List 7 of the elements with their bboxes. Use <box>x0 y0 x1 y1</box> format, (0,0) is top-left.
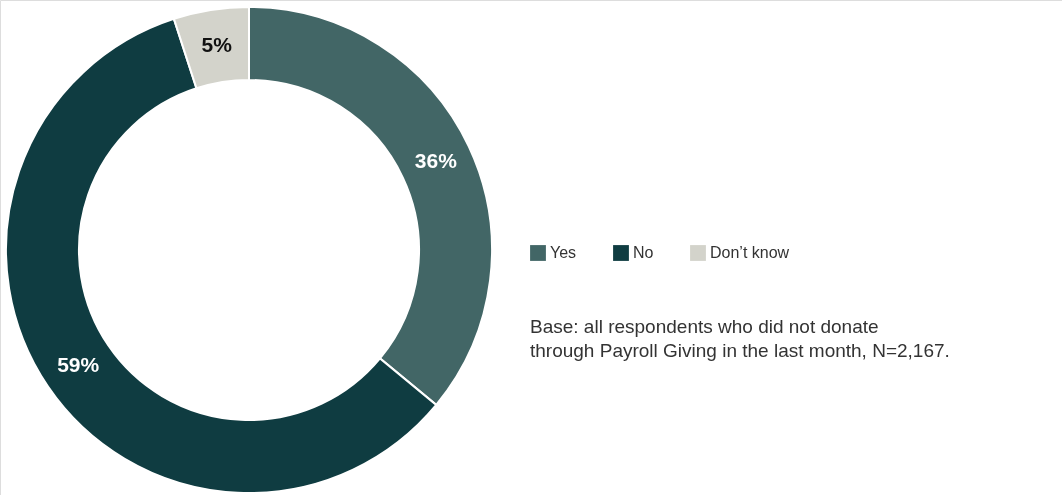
legend-label: No <box>633 244 654 261</box>
data-label: 5% <box>201 33 233 57</box>
legend-label: Don’t know <box>710 244 790 261</box>
legend-label: Yes <box>550 244 577 261</box>
data-label: 59% <box>57 353 100 377</box>
data-label: 36% <box>414 149 458 173</box>
text: Base: all respondents who did not donate through Payroll Giving in the last month, N=2,167. <box>530 316 950 361</box>
